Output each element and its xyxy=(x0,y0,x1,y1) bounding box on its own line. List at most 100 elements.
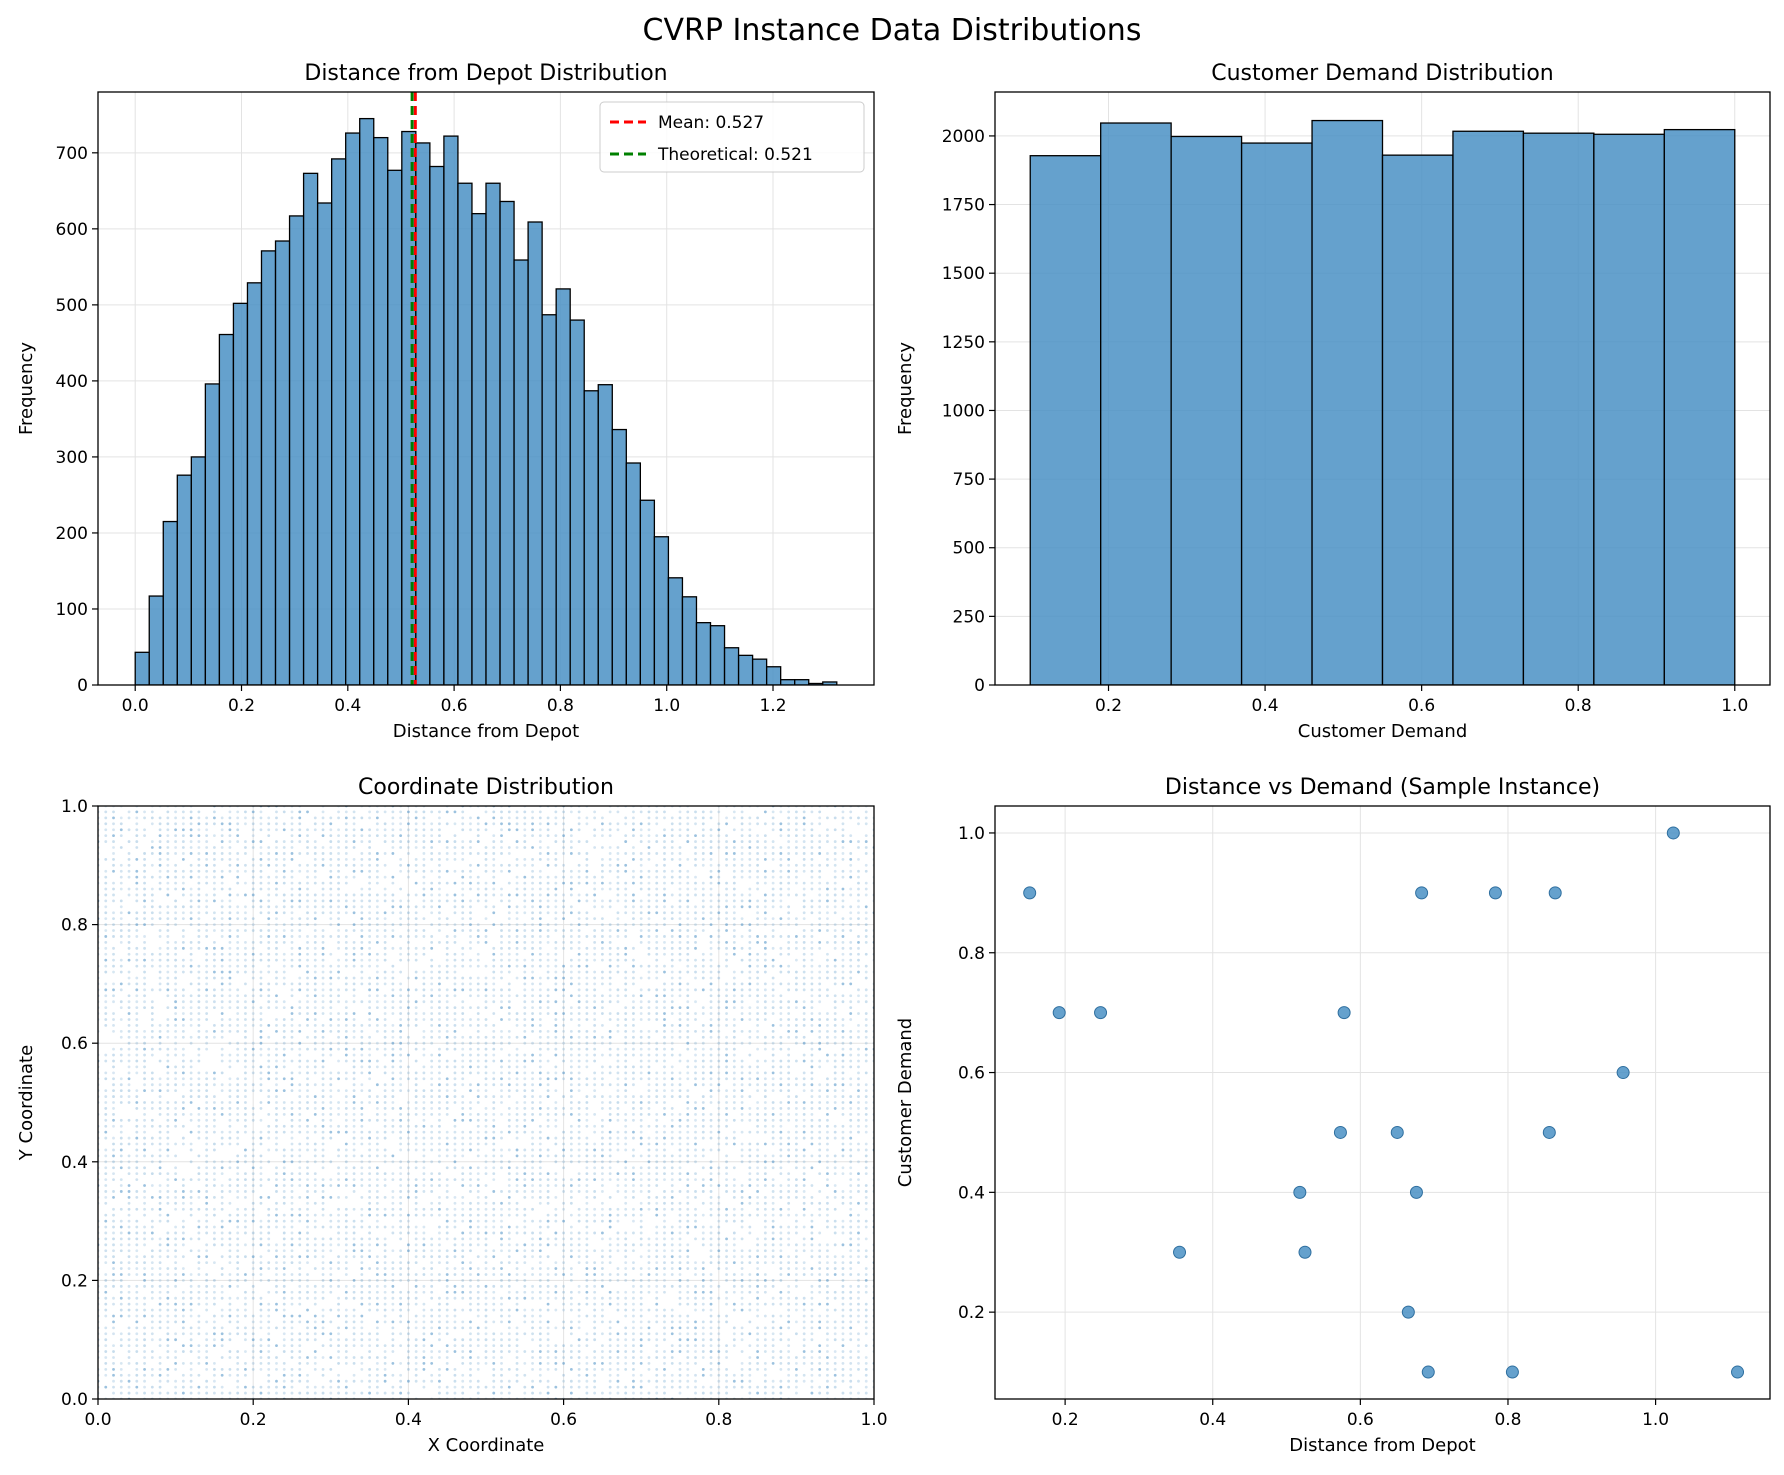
coordinate-point xyxy=(306,1095,309,1098)
coordinate-point xyxy=(306,970,309,974)
coordinate-point xyxy=(476,1101,480,1104)
coordinate-point xyxy=(546,1391,550,1395)
coordinate-point xyxy=(515,1338,519,1342)
coordinate-point xyxy=(112,1118,115,1122)
coordinate-point xyxy=(298,828,302,832)
coordinate-point xyxy=(461,1172,465,1176)
coordinate-point xyxy=(220,1308,224,1312)
coordinate-point xyxy=(135,1231,139,1235)
coordinate-point xyxy=(407,1178,410,1181)
coordinate-point xyxy=(150,1035,154,1039)
coordinate-point xyxy=(352,958,356,962)
coordinate-point xyxy=(352,1362,356,1365)
coordinate-point xyxy=(104,1243,108,1247)
coordinate-point xyxy=(166,1071,170,1075)
coordinate-point xyxy=(422,1095,426,1098)
coordinate-point xyxy=(313,946,317,950)
coordinate-point xyxy=(244,1314,247,1318)
coordinate-point xyxy=(290,816,294,820)
coordinate-point xyxy=(515,1296,519,1300)
coordinate-point xyxy=(329,982,333,986)
coordinate-point xyxy=(399,1207,403,1211)
coordinate-point xyxy=(119,1314,123,1318)
coordinate-point xyxy=(112,952,115,956)
coordinate-point xyxy=(213,1172,216,1176)
coordinate-point xyxy=(236,816,240,820)
coordinate-point xyxy=(205,1356,209,1359)
coordinate-point xyxy=(368,940,371,944)
coordinate-point xyxy=(507,1130,511,1134)
coordinate-point xyxy=(267,1332,271,1336)
coordinate-point xyxy=(197,1000,201,1004)
coordinate-point xyxy=(166,929,170,932)
coordinate-point xyxy=(112,1231,115,1235)
coordinate-point xyxy=(507,1326,511,1330)
coordinate-point xyxy=(515,1326,519,1330)
coordinate-point xyxy=(112,1136,115,1140)
coordinate-point xyxy=(531,994,534,998)
coordinate-point xyxy=(181,1326,185,1330)
coordinate-point xyxy=(104,1344,108,1348)
coordinate-point xyxy=(244,1101,247,1104)
coordinate-point xyxy=(112,1219,115,1223)
coordinate-point xyxy=(344,1273,348,1276)
coordinate-point xyxy=(104,1195,108,1199)
coordinate-point xyxy=(259,929,263,932)
coordinate-point xyxy=(368,923,371,926)
coordinate-point xyxy=(515,1308,519,1312)
coordinate-point xyxy=(430,1332,434,1336)
coordinate-point xyxy=(189,1367,193,1371)
coordinate-point xyxy=(259,1385,263,1389)
coordinate-point xyxy=(484,1243,488,1247)
coordinate-point xyxy=(407,940,410,944)
coordinate-point xyxy=(143,1112,146,1116)
coordinate-point xyxy=(127,1213,131,1217)
coordinate-point xyxy=(197,1024,201,1027)
coordinate-point xyxy=(492,1124,496,1128)
coordinate-point xyxy=(313,1302,317,1306)
coordinate-point xyxy=(438,976,441,980)
coordinate-point xyxy=(360,887,364,891)
coordinate-point xyxy=(383,1065,387,1069)
coordinate-point xyxy=(158,1373,162,1377)
coordinate-point xyxy=(298,1142,302,1146)
coordinate-point xyxy=(438,887,441,891)
coordinate-point xyxy=(282,1166,286,1170)
coordinate-point xyxy=(259,840,263,843)
coordinate-point xyxy=(135,810,139,814)
coordinate-point xyxy=(244,923,247,926)
coordinate-point xyxy=(313,1225,317,1229)
coordinate-point xyxy=(375,1136,379,1140)
coordinate-point xyxy=(414,1071,418,1075)
coordinate-point xyxy=(422,1379,426,1383)
coordinate-point xyxy=(469,1065,472,1069)
coordinate-point xyxy=(181,1077,185,1081)
coordinate-point xyxy=(383,1308,387,1312)
coordinate-point xyxy=(453,994,457,998)
coordinate-point xyxy=(236,1083,240,1087)
coordinate-point xyxy=(352,1101,356,1104)
coordinate-point xyxy=(197,810,201,814)
coordinate-point xyxy=(368,875,371,879)
coordinate-point xyxy=(352,976,356,980)
coordinate-point xyxy=(352,1172,356,1176)
coordinate-point xyxy=(143,1136,146,1140)
coordinate-point xyxy=(220,917,224,921)
coordinate-point xyxy=(538,810,542,814)
coordinate-point xyxy=(523,1035,527,1039)
coordinate-point xyxy=(352,1332,356,1336)
coordinate-point xyxy=(267,1160,271,1164)
coordinate-point xyxy=(407,1148,410,1152)
coordinate-point xyxy=(461,1000,465,1004)
coordinate-point xyxy=(306,1338,309,1342)
coordinate-point xyxy=(251,1112,255,1116)
coordinate-point xyxy=(251,923,255,926)
coordinate-point xyxy=(375,893,379,897)
coordinate-point xyxy=(344,899,348,903)
coordinate-point xyxy=(282,905,286,909)
coordinate-point xyxy=(244,1190,247,1193)
coordinate-point xyxy=(507,1083,511,1087)
coordinate-point xyxy=(453,1308,457,1312)
coordinate-point xyxy=(469,1041,472,1045)
coordinate-point xyxy=(383,1136,387,1140)
